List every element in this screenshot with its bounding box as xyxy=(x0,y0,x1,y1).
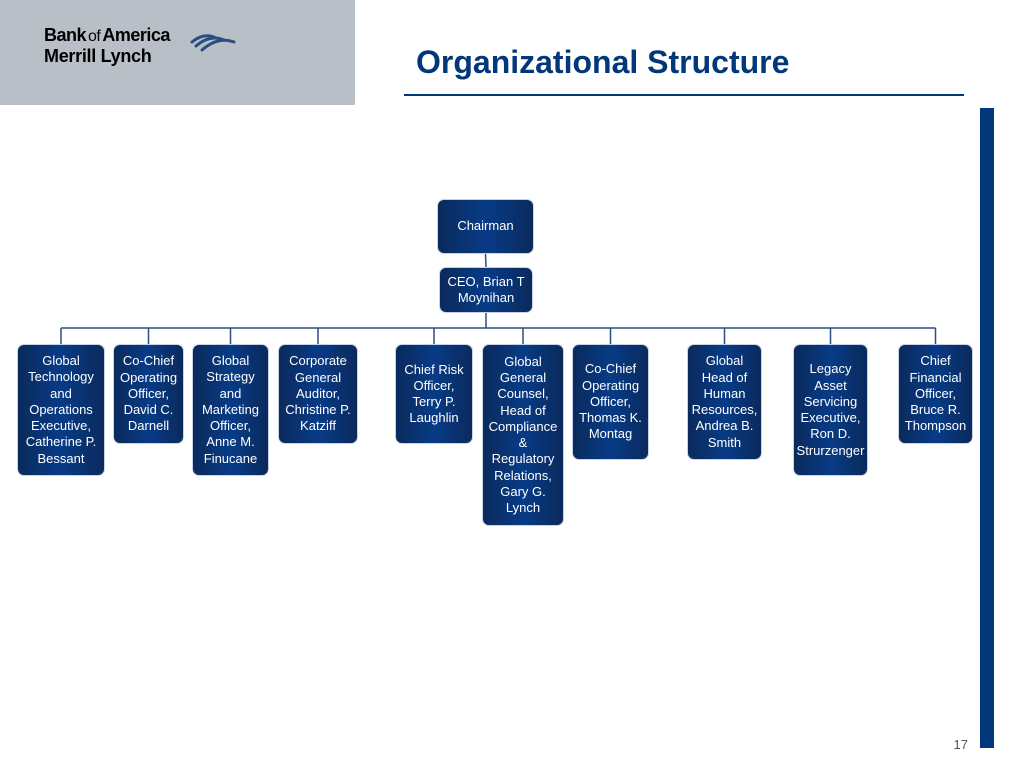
node-ggc-label: Global General Counsel, Head of Complian… xyxy=(487,354,559,517)
node-chairman-label: Chairman xyxy=(457,218,513,234)
node-ggc: Global General Counsel, Head of Complian… xyxy=(482,344,564,526)
node-ghhr-label: Global Head of Human Resources, Andrea B… xyxy=(692,353,758,451)
side-accent-bar xyxy=(980,108,994,748)
node-gsm: Global Strategy and Marketing Officer, A… xyxy=(192,344,269,476)
node-cga-label: Corporate General Auditor, Christine P. … xyxy=(283,353,353,434)
node-coo2: Co-Chief Operating Officer, Thomas K. Mo… xyxy=(572,344,649,460)
node-gto: Global Technology and Operations Executi… xyxy=(17,344,105,476)
title-rule xyxy=(404,94,964,96)
node-cfo-label: Chief Financial Officer, Bruce R. Thomps… xyxy=(903,353,968,434)
node-ceo-label: CEO, Brian T Moynihan xyxy=(444,274,528,307)
node-cga: Corporate General Auditor, Christine P. … xyxy=(278,344,358,444)
node-ghhr: Global Head of Human Resources, Andrea B… xyxy=(687,344,762,460)
node-chairman: Chairman xyxy=(437,199,534,254)
page-title: Organizational Structure xyxy=(416,44,789,81)
flag-icon xyxy=(190,22,240,52)
node-cro-label: Chief Risk Officer, Terry P. Laughlin xyxy=(400,362,468,427)
logo-line1-c: America xyxy=(102,25,170,45)
node-coo1: Co-Chief Operating Officer, David C. Dar… xyxy=(113,344,184,444)
node-cro: Chief Risk Officer, Terry P. Laughlin xyxy=(395,344,473,444)
node-gsm-label: Global Strategy and Marketing Officer, A… xyxy=(197,353,264,467)
logo-line1-b: of xyxy=(88,28,100,45)
node-cfo: Chief Financial Officer, Bruce R. Thomps… xyxy=(898,344,973,444)
page-number: 17 xyxy=(954,737,968,752)
logo-text: BankofAmerica Merrill Lynch xyxy=(44,26,170,65)
node-las: Legacy Asset Servicing Executive, Ron D.… xyxy=(793,344,868,476)
node-ceo: CEO, Brian T Moynihan xyxy=(439,267,533,313)
node-las-label: Legacy Asset Servicing Executive, Ron D.… xyxy=(797,361,865,459)
logo-line1-a: Bank xyxy=(44,25,86,45)
logo-line2: Merrill Lynch xyxy=(44,47,170,65)
node-gto-label: Global Technology and Operations Executi… xyxy=(22,353,100,467)
node-coo1-label: Co-Chief Operating Officer, David C. Dar… xyxy=(118,353,179,434)
node-coo2-label: Co-Chief Operating Officer, Thomas K. Mo… xyxy=(577,361,644,442)
